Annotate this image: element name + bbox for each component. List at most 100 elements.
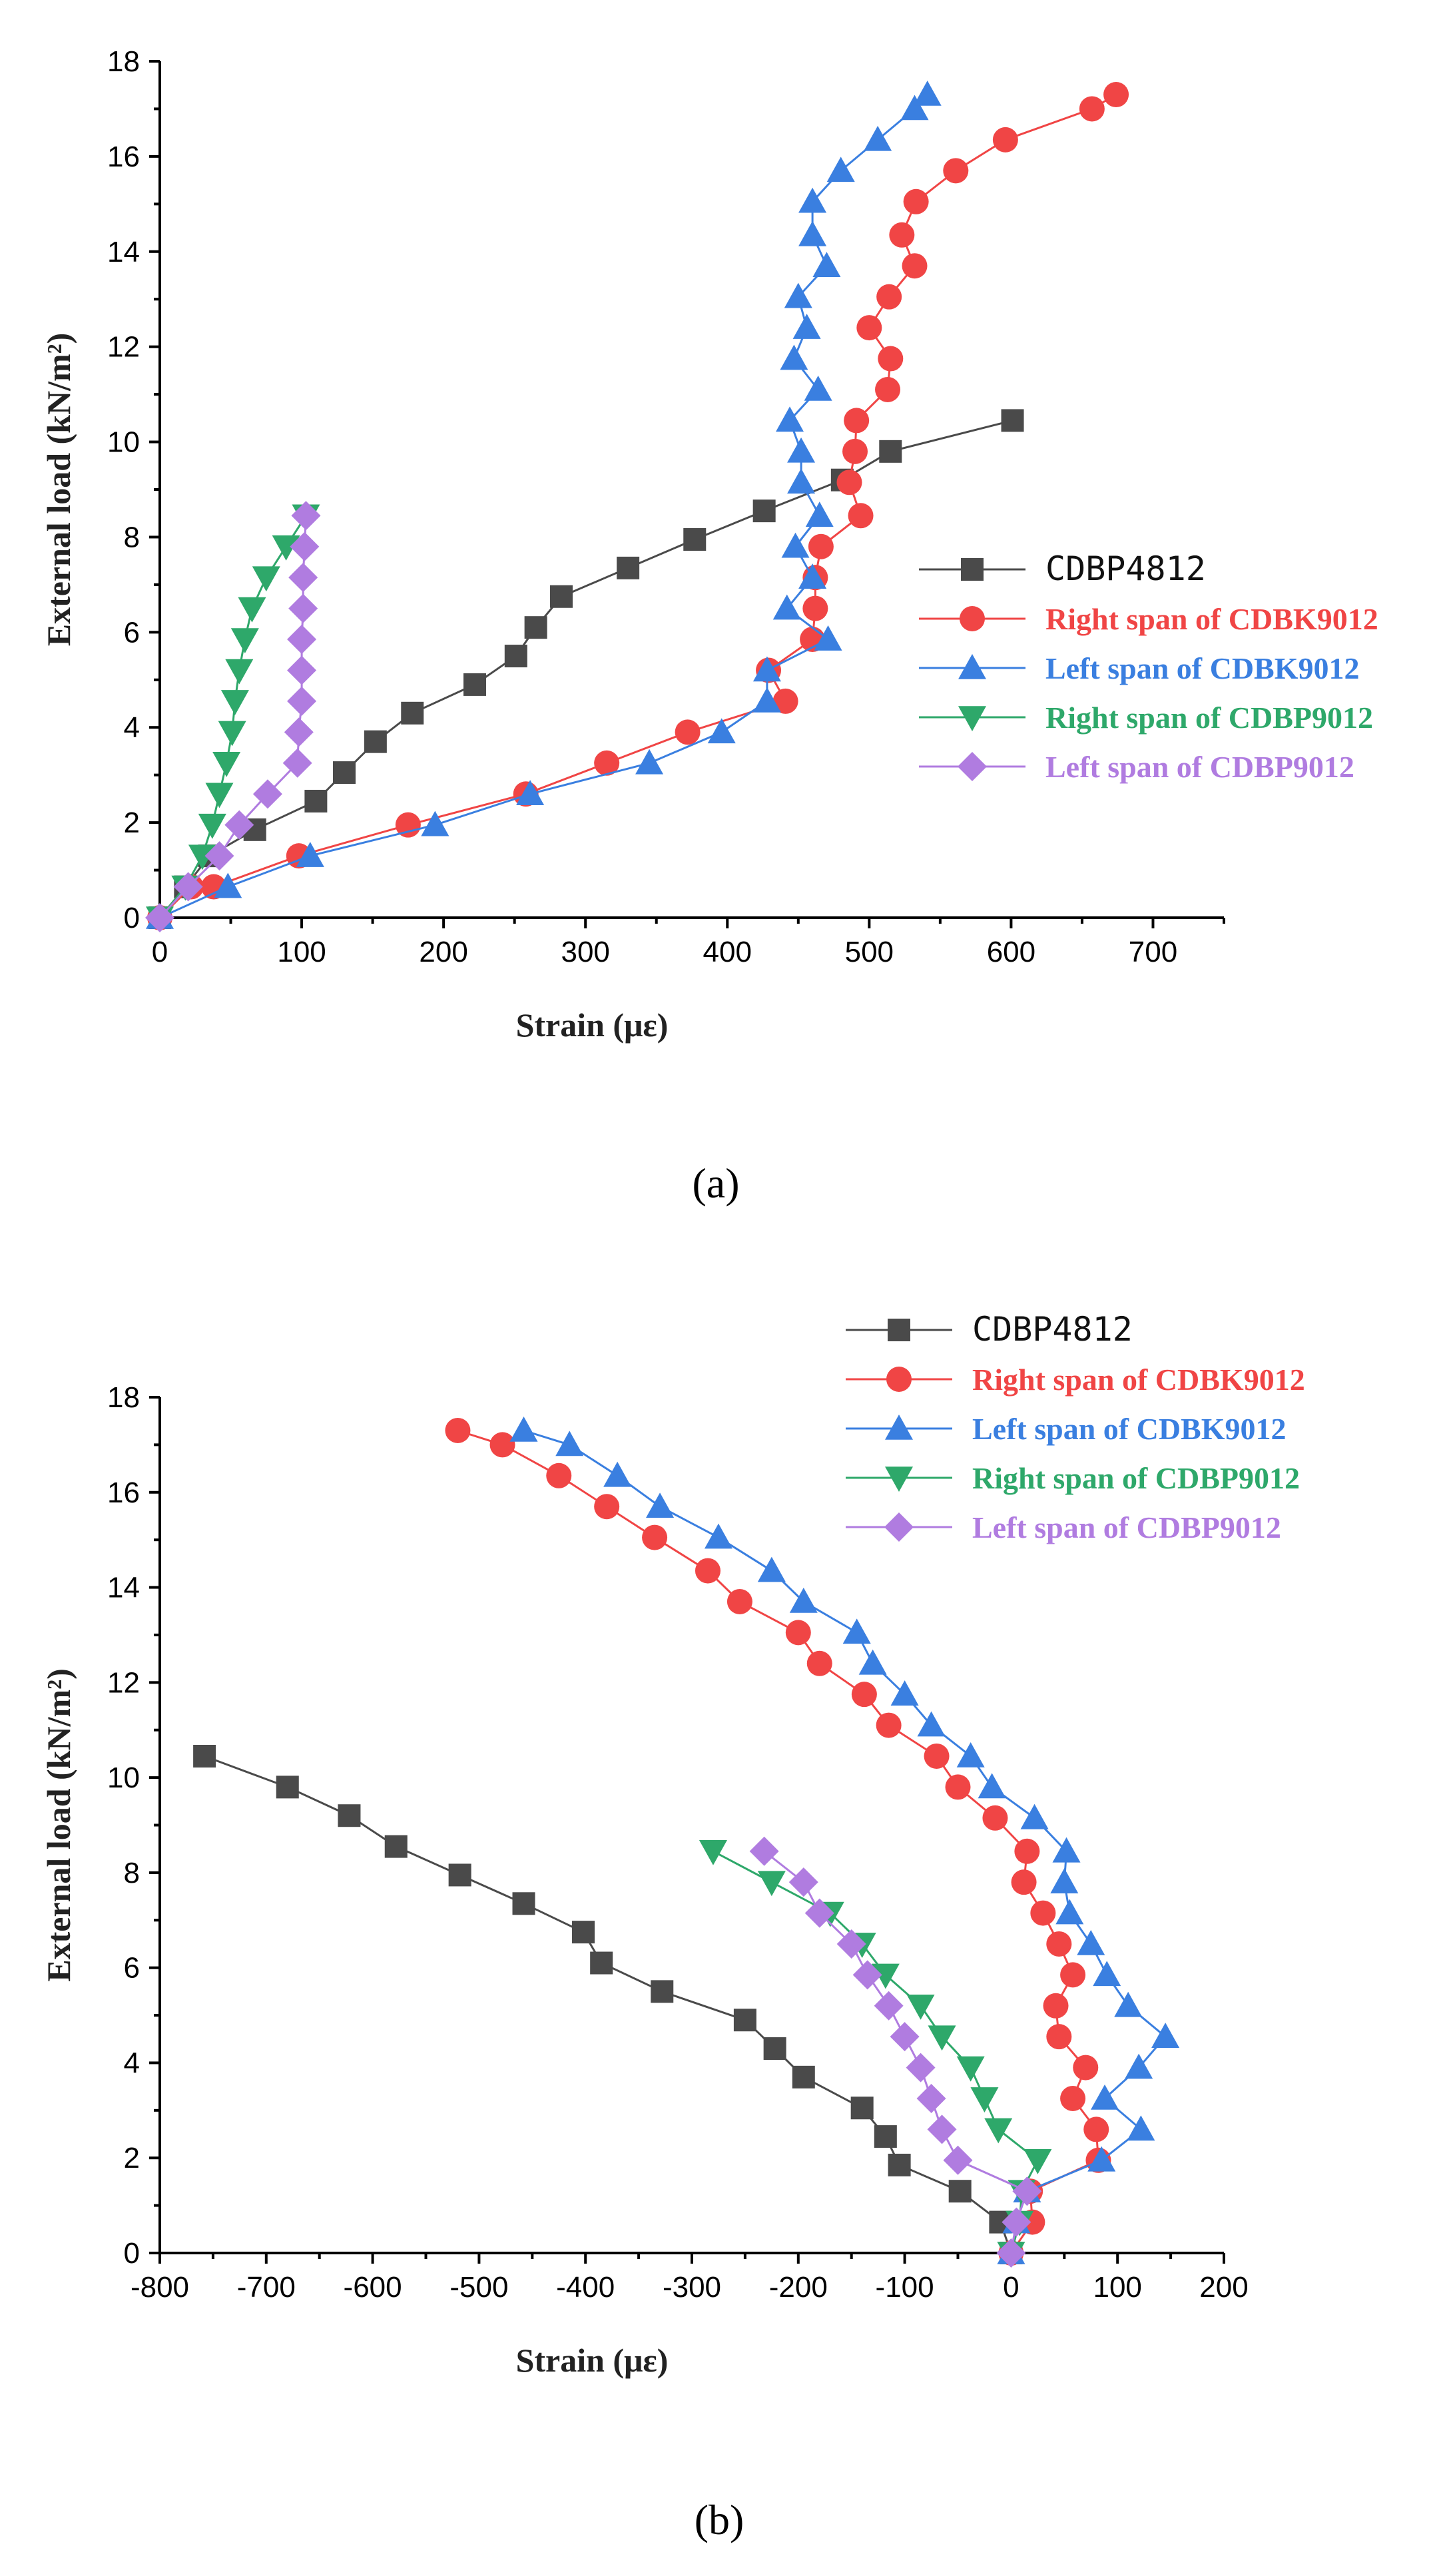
y-tick-label: 18 [107,1381,140,1414]
y-tick-label: 14 [107,236,140,268]
data-point [928,2025,956,2051]
x-tick-label: -700 [237,2271,296,2304]
x-tick-label: 100 [1093,2271,1141,2304]
data-point [448,1863,471,1887]
data-point [364,730,387,753]
data-point [642,1524,668,1550]
data-point [749,1836,779,1866]
data-point [864,125,892,151]
data-point [927,2114,957,2144]
y-tick-label: 10 [107,1762,140,1794]
x-tick-label: -100 [876,2271,934,2304]
data-point [943,2145,973,2175]
data-point [288,593,318,623]
y-tick-label: 10 [107,426,140,459]
data-point [225,659,254,685]
x-tick-label: 0 [152,936,168,968]
data-point [205,783,234,808]
x-tick-label: 600 [987,936,1035,968]
y-tick-label: 18 [107,45,140,78]
data-point [890,1680,919,1706]
data-point [826,157,855,182]
y-tick-label: 4 [124,2047,140,2079]
data-point [695,1558,721,1584]
data-point [917,1711,946,1737]
x-axis-label: Strain (με) [516,2342,669,2379]
data-point [282,748,312,778]
data-point [594,750,620,776]
data-point [204,841,234,871]
data-point [401,701,424,725]
data-point [784,282,812,308]
data-point [145,903,174,932]
data-point [787,437,816,463]
series-line [713,1850,1039,2254]
y-tick-label: 12 [107,1666,140,1699]
data-point [1060,2085,1086,2111]
caption-a: (a) [692,1159,739,1207]
data-point [549,585,573,608]
legend-marker [884,1512,914,1542]
data-point [704,1523,732,1549]
data-point [1014,1838,1040,1864]
x-tick-label: 700 [1129,936,1177,968]
data-point [1012,2176,1042,2206]
caption-b: (b) [695,2496,744,2543]
x-tick-label: 100 [277,936,326,968]
data-point [287,686,317,716]
data-point [781,532,810,558]
data-point [924,1743,950,1769]
data-point [1083,2116,1109,2142]
x-tick-label: 400 [703,936,752,968]
data-point [805,501,834,527]
data-point [1002,2207,1031,2237]
data-point [1103,82,1129,108]
data-point [982,1805,1008,1831]
data-point [733,2009,756,2032]
data-point [906,2053,936,2083]
data-point [996,2238,1026,2268]
data-point [763,2037,786,2061]
data-point [1052,1837,1081,1863]
data-point [874,1991,904,2021]
legend-marker [885,1415,913,1440]
data-point [646,1492,675,1518]
data-point [804,1898,834,1928]
data-point [304,789,328,812]
data-point [902,253,928,279]
data-point [842,438,868,464]
data-point [516,780,545,806]
data-point [707,718,736,744]
data-point [188,844,216,870]
data-point [856,315,882,341]
data-point [287,625,317,655]
legend-label: CDBP4812 [1045,549,1206,588]
data-point [876,284,902,310]
data-point [850,2096,874,2120]
y-tick-label: 2 [124,2142,140,2174]
data-point [198,813,226,839]
data-point [252,779,282,809]
x-tick-label: -400 [556,2271,615,2304]
chart-panel-b: 0 2 4 6 8 10 12 14 16 18 -800 -700 -600 -500 -400 -300 -… [40,1310,1305,2379]
data-point [384,1835,408,1858]
data-point [889,222,915,248]
y-tick-label: 14 [107,1572,140,1604]
data-point [878,346,904,372]
series-line [158,419,1013,918]
data-point [524,616,547,639]
legend-marker [958,654,986,679]
data-point [948,2180,972,2203]
legend-marker [885,1466,913,1492]
data-point [617,556,640,579]
data-point [836,470,862,495]
data-point [603,1461,632,1487]
data-point [555,1431,584,1456]
data-point [798,563,827,589]
series-line [159,93,928,919]
legend-label: Right span of CDBK9012 [972,1363,1305,1397]
data-point [1077,1929,1105,1955]
series-line [763,1850,1029,2254]
data-point [903,188,929,214]
data-point [212,752,241,777]
